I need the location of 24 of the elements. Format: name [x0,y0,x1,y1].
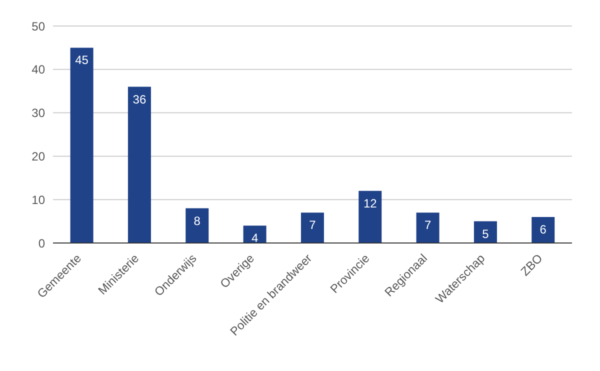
data-label: 7 [424,218,432,232]
bar [186,208,209,243]
y-tick-label: 30 [32,106,46,120]
bar [128,86,151,243]
data-label: 5 [482,226,490,241]
data-label: 36 [132,92,146,106]
bar [358,190,382,243]
y-tick-label: 10 [32,192,46,207]
bar [243,226,266,243]
data-label: 45 [75,53,89,68]
data-label: 8 [194,214,201,228]
y-tick-label: 50 [32,19,46,34]
data-label: 7 [309,218,316,232]
data-label: 12 [363,196,378,210]
y-tick-label: 40 [32,62,46,77]
bar [532,216,555,243]
bar [474,221,497,243]
bar [70,48,94,243]
data-label: 6 [540,222,547,236]
bar [300,212,324,243]
y-tick-label: 0 [38,236,46,250]
data-label: 4 [251,231,258,246]
bar [416,212,440,243]
y-tick-label: 20 [32,149,46,164]
